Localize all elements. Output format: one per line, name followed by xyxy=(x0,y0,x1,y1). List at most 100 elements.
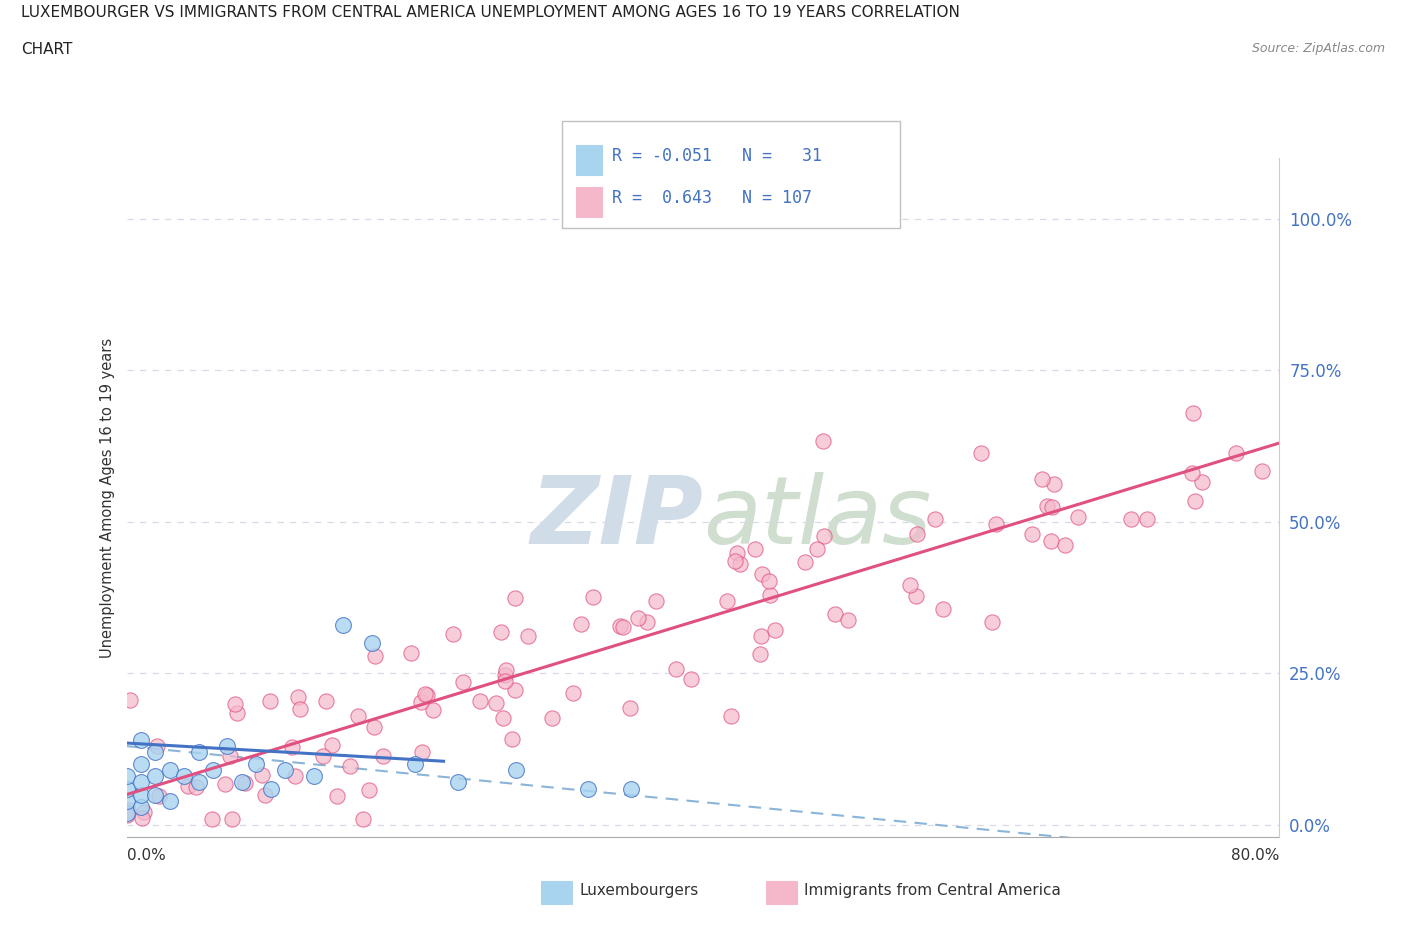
Point xyxy=(332,618,354,632)
Point xyxy=(363,720,385,735)
Text: Luxembourgers: Luxembourgers xyxy=(579,883,699,897)
Text: ZIP: ZIP xyxy=(530,472,703,564)
Point xyxy=(503,683,526,698)
Point xyxy=(620,781,643,796)
Point xyxy=(202,763,225,777)
Point xyxy=(352,811,374,826)
Text: atlas: atlas xyxy=(703,472,931,564)
Point xyxy=(744,541,766,556)
Point xyxy=(120,693,142,708)
Point xyxy=(494,673,516,688)
Point xyxy=(932,602,955,617)
Point xyxy=(501,732,523,747)
Point xyxy=(484,695,506,710)
Text: R = -0.051   N =   31: R = -0.051 N = 31 xyxy=(612,147,821,165)
Point xyxy=(129,787,152,802)
Point xyxy=(224,698,246,712)
Point xyxy=(727,546,749,561)
Point xyxy=(145,745,166,760)
Point xyxy=(415,688,437,703)
Point xyxy=(582,590,605,604)
Text: CHART: CHART xyxy=(21,42,73,57)
Point xyxy=(219,748,242,763)
Point xyxy=(347,709,370,724)
Point xyxy=(159,763,181,777)
Point xyxy=(716,594,738,609)
Point xyxy=(1021,527,1043,542)
Point xyxy=(468,694,491,709)
Point xyxy=(201,811,224,826)
Point xyxy=(970,445,993,460)
Point xyxy=(1225,445,1247,460)
Point xyxy=(905,526,928,541)
Point xyxy=(569,617,592,631)
Point xyxy=(115,805,138,820)
Point xyxy=(505,763,527,777)
Point xyxy=(576,781,599,796)
Point xyxy=(231,775,253,790)
Point xyxy=(1191,475,1213,490)
Point xyxy=(129,775,152,790)
Point xyxy=(404,757,426,772)
Point xyxy=(1040,500,1063,515)
Point xyxy=(225,706,247,721)
Point xyxy=(274,763,297,777)
Point xyxy=(187,745,209,760)
Point xyxy=(145,769,166,784)
Point xyxy=(399,645,422,660)
Point xyxy=(516,629,538,644)
Point xyxy=(491,624,513,639)
Point xyxy=(284,768,307,783)
Point xyxy=(129,733,152,748)
Text: Source: ZipAtlas.com: Source: ZipAtlas.com xyxy=(1251,42,1385,55)
Point xyxy=(371,749,394,764)
Point xyxy=(146,738,169,753)
Point xyxy=(360,635,382,650)
Point xyxy=(177,778,200,793)
Point xyxy=(748,647,770,662)
Point xyxy=(235,776,257,790)
Text: 80.0%: 80.0% xyxy=(1232,848,1279,863)
Point xyxy=(409,695,432,710)
Point xyxy=(1119,512,1142,526)
Point xyxy=(627,611,650,626)
Point xyxy=(339,759,361,774)
Point xyxy=(495,662,517,677)
Point xyxy=(1039,533,1062,548)
Text: R =  0.643   N = 107: R = 0.643 N = 107 xyxy=(612,189,811,206)
Point xyxy=(117,802,139,817)
Point xyxy=(326,789,349,804)
Point xyxy=(1031,472,1053,486)
Point xyxy=(562,685,585,700)
Point xyxy=(148,789,170,804)
Point xyxy=(1067,510,1090,525)
Point xyxy=(357,782,380,797)
Point xyxy=(214,777,236,791)
Point xyxy=(811,434,834,449)
Point xyxy=(441,627,464,642)
Point xyxy=(312,749,335,764)
Point xyxy=(159,793,181,808)
Point xyxy=(505,591,527,605)
Point xyxy=(134,804,156,819)
Point xyxy=(186,779,208,794)
Point xyxy=(898,578,921,592)
Point xyxy=(250,768,273,783)
Point xyxy=(217,738,239,753)
Point xyxy=(115,807,138,822)
Point xyxy=(724,554,747,569)
Point xyxy=(751,566,773,581)
Point xyxy=(644,593,666,608)
Point xyxy=(411,745,433,760)
Point xyxy=(981,615,1004,630)
Point xyxy=(259,781,281,796)
Point xyxy=(259,694,281,709)
Point xyxy=(187,775,209,790)
Point xyxy=(363,648,385,663)
Point xyxy=(609,618,631,633)
Point xyxy=(679,671,702,686)
Point xyxy=(636,615,658,630)
Point xyxy=(129,757,152,772)
Point xyxy=(612,619,634,634)
Point xyxy=(813,528,835,543)
